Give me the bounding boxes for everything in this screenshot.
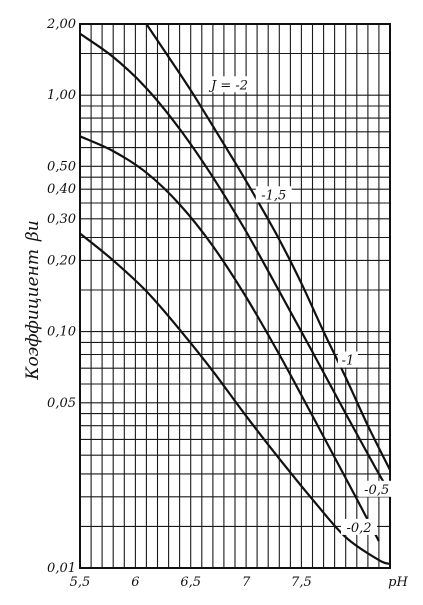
y-tick-label: 0,01 [47, 561, 76, 576]
y-axis-title: Коэффициентβи [23, 220, 43, 380]
plot-frame [79, 23, 391, 569]
y-tick-label: 2,00 [46, 17, 76, 32]
y-tick-label: 0,10 [47, 325, 76, 340]
curve-label-bg [337, 351, 358, 368]
y-tick-label: 1,00 [47, 88, 76, 103]
series-line-3 [80, 135, 380, 542]
curve-label-1: J = -2 [208, 78, 248, 93]
y-tick-label: 0,50 [47, 159, 76, 174]
curve-label-bg [358, 480, 395, 497]
tick-labels: 5,5 6 6,5 7 7,5 2,00 1,00 0,50 0,40 0,30 0,20 0,10 0… [46, 17, 312, 590]
grid [80, 24, 390, 568]
y-tick-label: 0,30 [47, 212, 76, 227]
series-line-4 [80, 232, 390, 566]
x-tick-label: 6,5 [180, 575, 201, 590]
y-tick-label: 0,40 [47, 182, 76, 197]
series-line-2 [80, 32, 390, 493]
x-unit-label: pH [388, 575, 408, 590]
curve-label-3: -1 [342, 354, 355, 369]
series-line-1 [145, 24, 390, 471]
x-tick-label: 5,5 [70, 575, 91, 590]
y-tick-label: 0,05 [47, 396, 76, 411]
curve-labels: J = -2 -1,5 -1 -0,5 -0,2 [203, 76, 395, 536]
curve-label-4: -0,5 [364, 483, 389, 498]
curve-label-bg [341, 518, 377, 535]
series-lines [80, 24, 390, 566]
curve-label-bg [203, 76, 256, 93]
curve-label-5: -0,2 [346, 521, 371, 536]
x-tick-label: 7 [242, 575, 251, 590]
x-tick-label: 6 [131, 575, 139, 590]
curve-label-bg [255, 186, 292, 203]
y-tick-label: 0,20 [47, 253, 76, 268]
x-tick-label: 7,5 [291, 575, 312, 590]
curve-label-2: -1,5 [261, 188, 286, 203]
